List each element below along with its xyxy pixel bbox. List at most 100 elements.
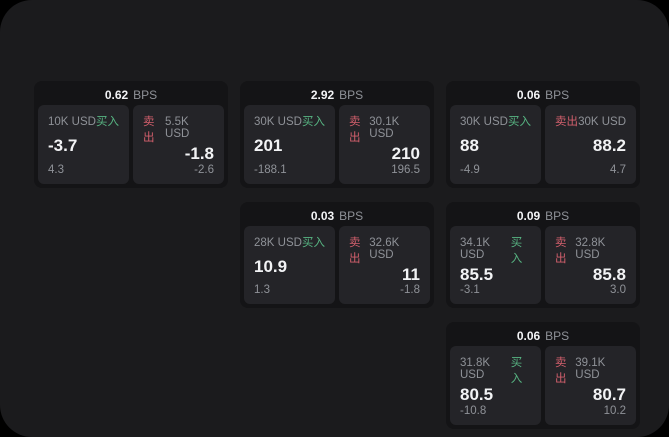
buy-panel[interactable]: 28K USD 买入 10.9 1.3 xyxy=(244,225,335,305)
card-header: 0.06 BPS xyxy=(450,85,636,105)
buy-panel-top: 10K USD 买入 xyxy=(48,113,119,129)
bps-unit-label: BPS xyxy=(545,88,570,102)
card-header: 0.09 BPS xyxy=(450,206,636,226)
buy-panel[interactable]: 10K USD 买入 -3.7 4.3 xyxy=(38,105,129,184)
bps-unit-label: BPS xyxy=(339,88,364,102)
buy-side-label: 买入 xyxy=(510,236,523,265)
buy-panel[interactable]: 30K USD 买入 88 -4.9 xyxy=(450,105,541,184)
buy-price: 201 xyxy=(254,136,283,155)
quote-panels: 10K USD 买入 -3.7 4.3 卖出 5.5K USD -1.8 -2.… xyxy=(38,105,224,184)
quote-panels: 30K USD 买入 201 -188.1 卖出 30.1K USD 210 1… xyxy=(244,105,430,184)
sell-side-label: 卖出 xyxy=(555,236,567,265)
sell-price: 11 xyxy=(402,264,420,284)
buy-sub-value: -3.1 xyxy=(460,284,480,297)
bps-value: 0.03 xyxy=(310,208,335,223)
bps-value: 0.06 xyxy=(516,88,541,102)
sell-sub-value: 196.5 xyxy=(391,163,420,176)
buy-price: 85.5 xyxy=(460,264,494,284)
bps-unit-label: BPS xyxy=(545,329,570,344)
sell-panel[interactable]: 卖出 30.1K USD 210 196.5 xyxy=(339,105,430,184)
sell-panel[interactable]: 卖出 5.5K USD -1.8 -2.6 xyxy=(133,105,224,184)
sell-side-label: 卖出 xyxy=(143,116,155,144)
cards-grid: 0.62 BPS 10K USD 买入 -3.7 4.3 卖出 5.5K USD… xyxy=(34,81,640,430)
card-header: 0.06 BPS xyxy=(450,326,636,346)
buy-panel-top: 31.8K USD 买入 xyxy=(460,354,531,386)
buy-panel[interactable]: 34.1K USD 买入 85.5 -3.1 xyxy=(450,225,541,305)
buy-panel[interactable]: 31.8K USD 买入 80.5 -10.8 xyxy=(450,346,541,426)
quote-panels: 31.8K USD 买入 80.5 -10.8 卖出 39.1K USD 80.… xyxy=(450,346,636,426)
sell-sub-value: 3.0 xyxy=(610,284,626,297)
sell-side-label: 卖出 xyxy=(555,357,567,386)
sell-size-label: 39.1K USD xyxy=(575,357,606,382)
buy-sub-value: 1.3 xyxy=(254,284,270,297)
buy-panel-top: 28K USD 买入 xyxy=(254,234,325,250)
sell-side-label: 卖出 xyxy=(349,236,361,265)
buy-panel[interactable]: 30K USD 买入 201 -188.1 xyxy=(244,105,335,184)
buy-size-label: 10K USD xyxy=(48,116,96,128)
quote-card[interactable]: 2.92 BPS 30K USD 买入 201 -188.1 卖出 30.1K … xyxy=(240,81,434,188)
buy-side-label: 买入 xyxy=(508,116,531,128)
sell-panel-top: 卖出 30.1K USD xyxy=(349,113,420,145)
sell-side-label: 卖出 xyxy=(349,116,361,144)
bps-unit-label: BPS xyxy=(339,208,364,223)
sell-sub-value: 4.7 xyxy=(610,163,626,176)
card-header: 0.62 BPS xyxy=(38,85,224,105)
sell-panel[interactable]: 卖出 39.1K USD 80.7 10.2 xyxy=(545,346,636,426)
buy-side-label: 买入 xyxy=(510,357,523,386)
sell-panel[interactable]: 卖出 32.8K USD 85.8 3.0 xyxy=(545,225,636,305)
sell-sub-value: 10.2 xyxy=(603,405,626,418)
buy-side-label: 买入 xyxy=(302,116,325,128)
bps-value: 0.09 xyxy=(516,208,541,223)
sell-size-label: 30K USD xyxy=(578,116,626,128)
sell-size-label: 32.6K USD xyxy=(369,236,400,261)
buy-sub-value: 4.3 xyxy=(48,163,64,176)
sell-price: -1.8 xyxy=(184,144,214,163)
buy-size-label: 31.8K USD xyxy=(460,357,491,382)
quote-panels: 30K USD 买入 88 -4.9 卖出 30K USD 88.2 4.7 xyxy=(450,105,636,184)
buy-price: 80.5 xyxy=(460,385,494,405)
quote-panels: 28K USD 买入 10.9 1.3 卖出 32.6K USD 11 -1.8 xyxy=(244,225,430,305)
bps-value: 2.92 xyxy=(310,88,335,102)
bps-value: 0.62 xyxy=(104,88,129,102)
sell-panel-top: 卖出 39.1K USD xyxy=(555,354,626,386)
sell-price: 80.7 xyxy=(592,385,626,405)
bps-value: 0.06 xyxy=(516,329,541,344)
buy-panel-top: 30K USD 买入 xyxy=(254,113,325,129)
quote-card[interactable]: 0.62 BPS 10K USD 买入 -3.7 4.3 卖出 5.5K USD… xyxy=(34,81,228,188)
sell-panel-top: 卖出 32.8K USD xyxy=(555,234,626,266)
buy-size-label: 30K USD xyxy=(460,116,508,128)
sell-panel-top: 卖出 5.5K USD xyxy=(143,113,214,145)
card-header: 0.03 BPS xyxy=(244,206,430,226)
buy-price: 88 xyxy=(460,136,479,155)
buy-size-label: 28K USD xyxy=(254,236,302,249)
sell-price: 88.2 xyxy=(592,136,626,155)
quote-card[interactable]: 0.03 BPS 28K USD 买入 10.9 1.3 卖出 32.6K US… xyxy=(240,201,434,309)
buy-sub-value: -188.1 xyxy=(254,163,287,176)
sell-side-label: 卖出 xyxy=(555,116,578,128)
quote-card[interactable]: 0.06 BPS 31.8K USD 买入 80.5 -10.8 卖出 39.1… xyxy=(446,322,640,430)
buy-price: 10.9 xyxy=(254,256,288,276)
sell-panel-top: 卖出 32.6K USD xyxy=(349,234,420,266)
buy-size-label: 34.1K USD xyxy=(460,236,491,261)
sell-size-label: 5.5K USD xyxy=(165,116,190,140)
buy-side-label: 买入 xyxy=(302,236,325,249)
sell-size-label: 32.8K USD xyxy=(575,236,606,261)
card-header: 2.92 BPS xyxy=(244,85,430,105)
buy-panel-top: 30K USD 买入 xyxy=(460,113,531,129)
buy-size-label: 30K USD xyxy=(254,116,302,128)
quote-card[interactable]: 0.09 BPS 34.1K USD 买入 85.5 -3.1 卖出 32.8K… xyxy=(446,201,640,309)
buy-sub-value: -4.9 xyxy=(460,163,480,176)
buy-price: -3.7 xyxy=(48,136,78,155)
buy-sub-value: -10.8 xyxy=(460,405,487,418)
sell-sub-value: -2.6 xyxy=(194,163,214,176)
sell-panel-top: 卖出 30K USD xyxy=(555,113,626,129)
sell-panel[interactable]: 卖出 32.6K USD 11 -1.8 xyxy=(339,225,430,305)
sell-size-label: 30.1K USD xyxy=(369,116,400,140)
quote-panels: 34.1K USD 买入 85.5 -3.1 卖出 32.8K USD 85.8… xyxy=(450,225,636,305)
buy-side-label: 买入 xyxy=(96,116,119,128)
sell-price: 210 xyxy=(391,144,420,163)
quote-card[interactable]: 0.06 BPS 30K USD 买入 88 -4.9 卖出 30K USD 8… xyxy=(446,81,640,188)
buy-panel-top: 34.1K USD 买入 xyxy=(460,234,531,266)
sell-panel[interactable]: 卖出 30K USD 88.2 4.7 xyxy=(545,105,636,184)
